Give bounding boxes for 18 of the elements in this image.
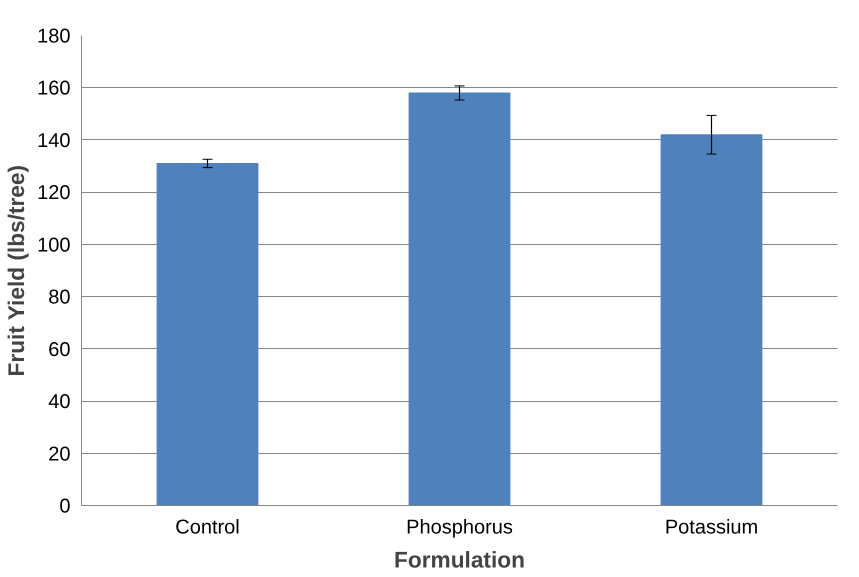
x-tick-label: Potassium (664, 516, 758, 538)
x-tick-label: Control (175, 516, 240, 538)
x-tick-label: Phosphorus (406, 516, 513, 538)
y-tick-label: 80 (48, 286, 71, 309)
y-tick-label: 100 (37, 234, 71, 256)
y-tick-label: 0 (59, 496, 70, 518)
bar (408, 92, 510, 506)
y-tick-label: 20 (48, 443, 71, 466)
bar (156, 162, 258, 506)
y-tick-label: 120 (37, 182, 71, 204)
y-tick-label: 140 (37, 130, 71, 152)
y-tick-label: 160 (37, 78, 71, 100)
y-tick-label: 180 (37, 26, 71, 48)
bar (660, 134, 762, 506)
x-axis-title: Formulation (394, 546, 525, 572)
y-axis-title: Fruit Yield (lbs/tree) (3, 164, 30, 376)
y-tick-label: 60 (48, 338, 71, 361)
y-tick-label: 40 (48, 391, 71, 414)
